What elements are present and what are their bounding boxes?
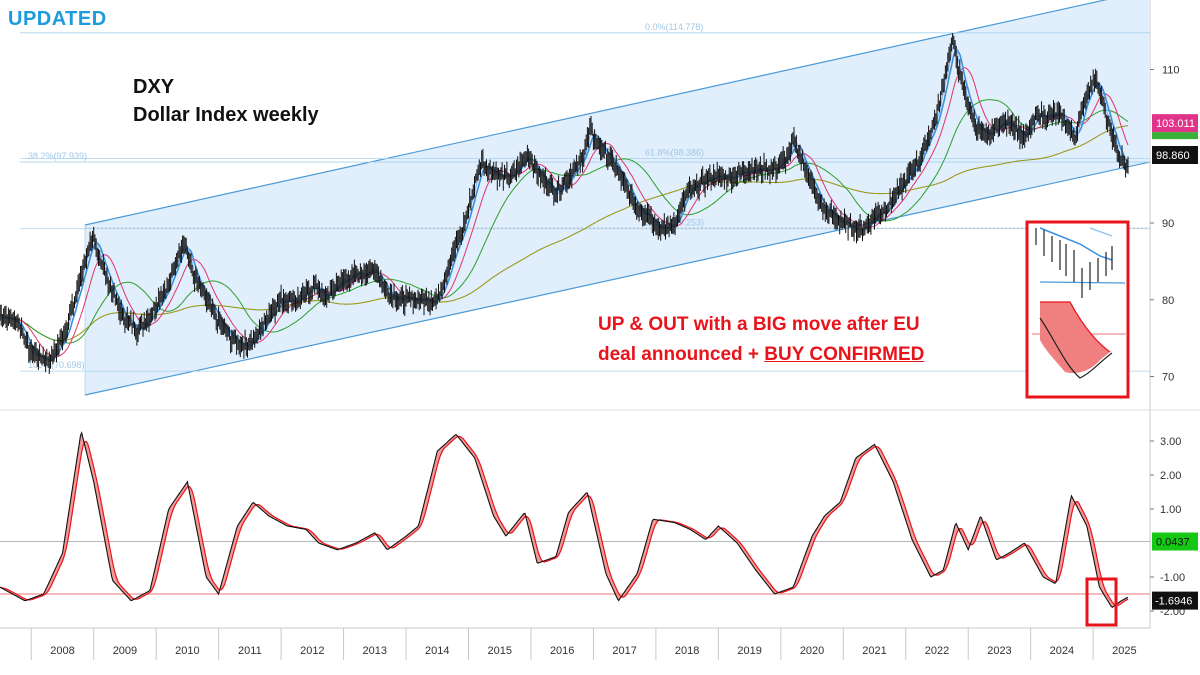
x-tick-label: 2020 xyxy=(800,645,824,657)
x-tick-label: 2016 xyxy=(550,645,574,657)
x-tick-label: 2024 xyxy=(1050,645,1074,657)
channel-upper-line xyxy=(84,0,1108,226)
osc-y-tick-label: 1.00 xyxy=(1160,504,1181,516)
x-tick-label: 2012 xyxy=(300,645,324,657)
x-tick-label: 2015 xyxy=(487,645,511,657)
y-tick-label: 110 xyxy=(1162,65,1180,77)
ma-200-line xyxy=(0,125,1129,342)
fib-label: 61.8%(98.386) xyxy=(645,148,704,158)
osc-y-tick-label: -1.00 xyxy=(1160,572,1185,584)
annotation-line1: UP & OUT with a BIG move after EU xyxy=(598,314,920,335)
last-price-label: 98.860 xyxy=(1156,150,1190,162)
y-tick-label: 70 xyxy=(1162,372,1174,384)
green-marker xyxy=(1152,132,1198,140)
inset-oscillator-signal xyxy=(1040,301,1111,353)
channel-lower-line xyxy=(84,161,1151,396)
updated-badge: UPDATED xyxy=(8,8,107,30)
x-tick-label: 2022 xyxy=(925,645,949,657)
last-osc-label: -1.6946 xyxy=(1155,596,1192,608)
price-badges: 103.011 98.860 xyxy=(1152,114,1198,164)
inset-ma-line-2 xyxy=(1089,227,1113,237)
inset-ma-line xyxy=(1039,227,1113,261)
trade-annotation: UP & OUT with a BIG move after EU deal a… xyxy=(598,310,924,370)
chart-subtitle: Dollar Index weekly xyxy=(133,104,319,126)
oscillator-fill xyxy=(0,432,1128,608)
chart-symbol: DXY xyxy=(133,76,175,98)
x-tick-label: 2010 xyxy=(175,645,199,657)
osc-y-tick-label: 3.00 xyxy=(1160,436,1181,448)
buy-confirmed-label: BUY CONFIRMED xyxy=(764,344,925,365)
y-tick-label: 90 xyxy=(1162,218,1174,230)
fib-label: 38.2%(97.939) xyxy=(28,151,87,161)
zero-line-badge xyxy=(1152,532,1198,551)
inset-oscillator-line xyxy=(1039,317,1113,379)
x-tick-label: 2023 xyxy=(987,645,1011,657)
weekly-price-bars xyxy=(0,33,1129,374)
zero-line-label: 0.0437 xyxy=(1156,537,1190,549)
inset-oscillator-fill xyxy=(1040,302,1110,374)
x-tick-label: 2025 xyxy=(1112,645,1136,657)
last-osc-badge xyxy=(1152,591,1198,610)
fib-label: 0.0%(114.778) xyxy=(645,22,703,32)
ma-value-badge xyxy=(1152,114,1198,133)
x-tick-label: 2008 xyxy=(50,645,74,657)
x-tick-label: 2019 xyxy=(737,645,761,657)
x-tick-label: 2011 xyxy=(238,645,262,657)
x-tick-label: 2021 xyxy=(862,645,886,657)
y-tick-label: 80 xyxy=(1162,295,1174,307)
ma-4-line xyxy=(0,41,1129,362)
price-y-axis: 110 90 80 70 xyxy=(1150,65,1180,384)
oscillator-highlight-box xyxy=(1085,577,1118,627)
x-tick-label: 2014 xyxy=(425,645,449,657)
x-tick-label: 2018 xyxy=(675,645,699,657)
highlight-inset-box xyxy=(1025,220,1130,399)
osc-y-tick-label: 2.00 xyxy=(1160,470,1181,482)
x-tick-label: 2009 xyxy=(113,645,137,657)
x-tick-label: 2017 xyxy=(612,645,636,657)
oscillator-badges: 0.0437 -1.6946 xyxy=(1152,532,1198,610)
oscillator-signal-line xyxy=(0,435,1129,607)
fib-label: 61.8%(89.253) xyxy=(645,218,704,228)
ma-50-line xyxy=(0,99,1129,344)
oscillator-line xyxy=(0,431,1129,608)
oscillator-panel xyxy=(0,431,1150,627)
time-x-axis: 2008 2009 2010 2011 2012 2013 2014 2015 2016 2017… xyxy=(30,628,1137,660)
inset-price-bars xyxy=(1035,228,1113,298)
x-tick-label: 2013 xyxy=(363,645,387,657)
oscillator-y-axis: 3.002.001.00-1.00-2.00 xyxy=(1150,436,1185,618)
ma-value-label: 103.011 xyxy=(1156,118,1195,130)
channel-fill xyxy=(85,0,1150,395)
last-price-badge xyxy=(1152,145,1198,164)
trend-channel xyxy=(84,0,1151,396)
price-bars xyxy=(0,33,1129,374)
annotation-line2: deal announced + xyxy=(598,344,765,365)
moving-averages xyxy=(0,41,1129,362)
fib-label: 100%(70.698) xyxy=(28,360,85,370)
